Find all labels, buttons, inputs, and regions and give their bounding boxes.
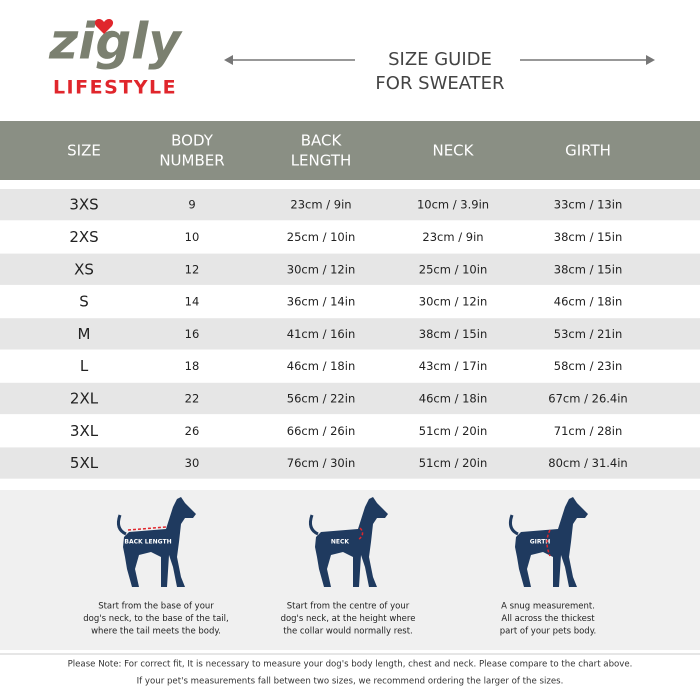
cell: S: [79, 293, 89, 311]
measure-label: NECK: [331, 539, 350, 546]
cell: 10cm / 3.9in: [417, 198, 489, 212]
logo-heart: [94, 19, 114, 34]
cell: 16: [185, 327, 200, 341]
cell: 30: [185, 456, 200, 470]
row-band: [0, 447, 700, 479]
cell: 38cm / 15in: [419, 327, 487, 341]
measure-line: [127, 526, 167, 531]
cell: 43cm / 17in: [419, 359, 487, 373]
row-band: [0, 318, 700, 350]
column-header: BODY: [171, 132, 214, 150]
cell: 10: [185, 230, 200, 244]
cell: 22: [185, 391, 200, 405]
column-header: BACK: [301, 132, 343, 150]
cell: 36cm / 14in: [287, 295, 355, 309]
cell: 25cm / 10in: [287, 230, 355, 244]
cell: 33cm / 13in: [554, 198, 622, 212]
note: If your pet's measurements fall between …: [137, 677, 564, 687]
cell: 71cm / 28in: [554, 424, 622, 438]
row-band: [0, 382, 700, 415]
column-header: NECK: [432, 142, 474, 160]
caption: A snug measurement.: [501, 602, 595, 612]
caption: dog's neck, at the height where: [281, 614, 416, 624]
cell: 3XS: [69, 196, 98, 214]
cell: 2XS: [69, 228, 98, 246]
caption: part of your pets body.: [500, 627, 596, 637]
cell: 2XL: [70, 389, 99, 407]
cell: 14: [185, 295, 200, 309]
cell: 67cm / 26.4in: [548, 391, 627, 405]
cell: XS: [74, 260, 94, 278]
table-header: [0, 121, 700, 180]
caption: dog's neck, to the base of the tail,: [83, 614, 228, 624]
column-header: GIRTH: [565, 142, 611, 160]
measure-label: BACK LENGTH: [124, 539, 171, 546]
logo-sub: LIFESTYLE: [53, 77, 177, 99]
cell: 23cm / 9in: [422, 230, 483, 244]
cell: 66cm / 26in: [287, 424, 355, 438]
cell: 58cm / 23in: [554, 359, 622, 373]
measure-label: GIRTH: [530, 539, 551, 546]
cell: 76cm / 30in: [287, 456, 355, 470]
title: FOR SWEATER: [375, 73, 504, 94]
cell: 3XL: [70, 422, 99, 440]
cell: 51cm / 20in: [419, 424, 487, 438]
caption: All across the thickest: [501, 614, 595, 624]
caption: where the tail meets the body.: [91, 627, 221, 637]
cell: 25cm / 10in: [419, 262, 487, 276]
caption: Start from the centre of your: [287, 602, 410, 612]
cell: 26: [185, 424, 200, 438]
cell: 46cm / 18in: [287, 359, 355, 373]
cell: 53cm / 21in: [554, 327, 622, 341]
cell: M: [78, 325, 91, 343]
column-header: NUMBER: [159, 152, 224, 170]
cell: 51cm / 20in: [419, 456, 487, 470]
cell: 46cm / 18in: [419, 391, 487, 405]
measure-line: [546, 529, 551, 557]
cell: 12: [185, 262, 200, 276]
cell: 23cm / 9in: [290, 198, 351, 212]
caption: the collar would normally rest.: [283, 627, 413, 637]
cell: 5XL: [70, 454, 99, 472]
cell: 30cm / 12in: [419, 295, 487, 309]
cell: 41cm / 16in: [287, 327, 355, 341]
cell: L: [80, 357, 89, 375]
cell: 9: [188, 198, 195, 212]
column-header: SIZE: [67, 142, 101, 160]
row-band: [0, 253, 700, 285]
logo: zigly: [48, 13, 183, 71]
column-header: LENGTH: [291, 152, 352, 170]
cell: 38cm / 15in: [554, 262, 622, 276]
caption: Start from the base of your: [98, 602, 214, 612]
note: Please Note: For correct fit, It is nece…: [68, 660, 633, 670]
cell: 56cm / 22in: [287, 391, 355, 405]
cell: 38cm / 15in: [554, 230, 622, 244]
title: SIZE GUIDE: [388, 49, 492, 70]
cell: 30cm / 12in: [287, 262, 355, 276]
arrow-head: [224, 55, 233, 65]
measure-line: [357, 527, 364, 541]
row-band: [0, 189, 700, 221]
cell: 80cm / 31.4in: [548, 456, 627, 470]
cell: 46cm / 18in: [554, 295, 622, 309]
arrow-head: [646, 55, 655, 65]
cell: 18: [185, 359, 200, 373]
